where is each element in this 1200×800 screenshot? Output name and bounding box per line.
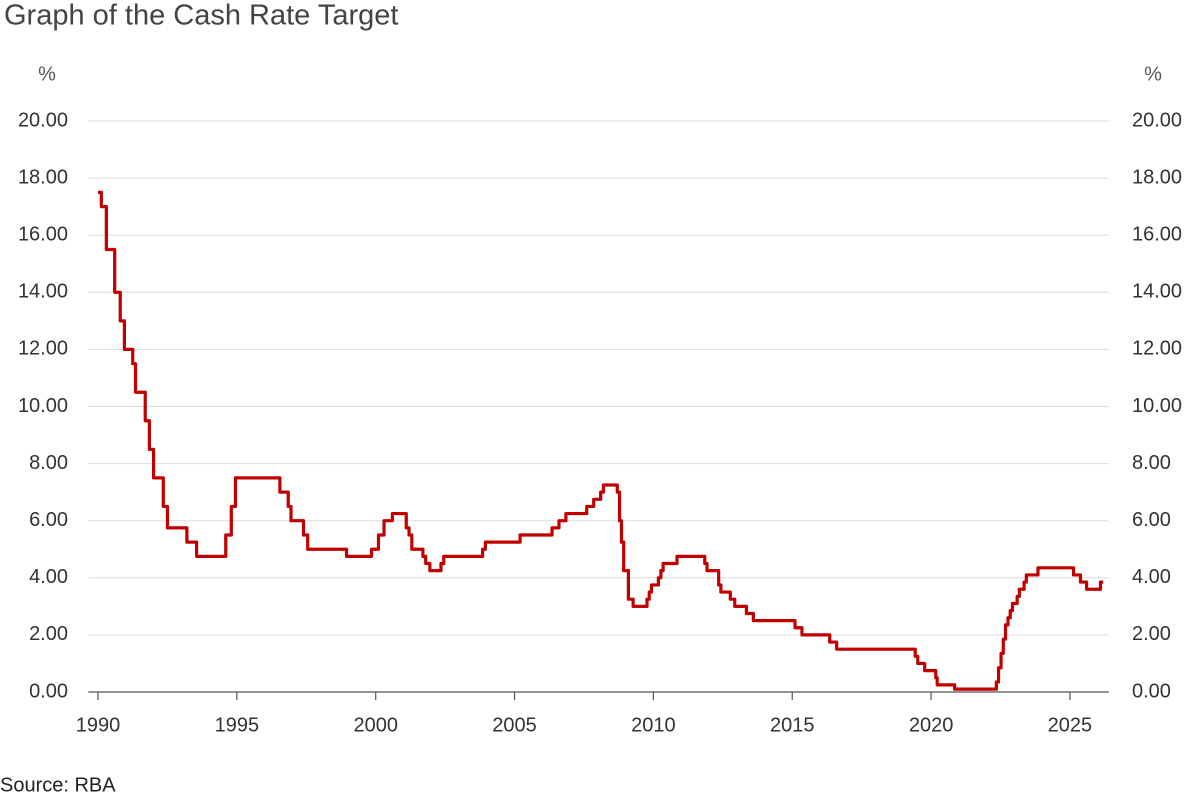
y-tick-label: 8.00: [29, 452, 68, 474]
x-tick-label: 2025: [1048, 714, 1093, 736]
y2-tick-label: 2.00: [1132, 623, 1171, 645]
y-tick-label: 10.00: [18, 395, 68, 417]
y2-tick-label: 20.00: [1132, 109, 1182, 131]
x-tick-label: 2020: [909, 714, 954, 736]
y-tick-label: 12.00: [18, 338, 68, 360]
y2-tick-label: 10.00: [1132, 395, 1182, 417]
y-tick-label: 14.00: [18, 281, 68, 303]
x-tick-label: 2005: [492, 714, 537, 736]
y-tick-label: 6.00: [29, 509, 68, 531]
y-tick-label: 20.00: [18, 109, 68, 131]
y2-tick-label: 14.00: [1132, 281, 1182, 303]
y2-tick-label: 6.00: [1132, 509, 1171, 531]
y-tick-label: 2.00: [29, 623, 68, 645]
y2-tick-label: 4.00: [1132, 566, 1171, 588]
x-tick-label: 2010: [631, 714, 676, 736]
y2-tick-label: 0.00: [1132, 680, 1171, 702]
y-tick-label: 0.00: [29, 680, 68, 702]
x-tick-label: 1995: [215, 714, 260, 736]
y2-axis-unit: %: [1144, 63, 1162, 85]
y-tick-label: 4.00: [29, 566, 68, 588]
x-tick-label: 2015: [770, 714, 815, 736]
y-axis-unit: %: [38, 63, 56, 85]
y2-tick-label: 16.00: [1132, 223, 1182, 245]
y-tick-label: 16.00: [18, 223, 68, 245]
y2-tick-label: 18.00: [1132, 166, 1182, 188]
y-tick-label: 18.00: [18, 166, 68, 188]
chart-title: Graph of the Cash Rate Target: [4, 0, 398, 32]
x-tick-label: 2000: [353, 714, 398, 736]
y2-tick-label: 8.00: [1132, 452, 1171, 474]
source-note: Source: RBA: [0, 774, 116, 796]
rate-line: [98, 190, 1104, 691]
x-tick-label: 1990: [76, 714, 121, 736]
y2-tick-label: 12.00: [1132, 338, 1182, 360]
